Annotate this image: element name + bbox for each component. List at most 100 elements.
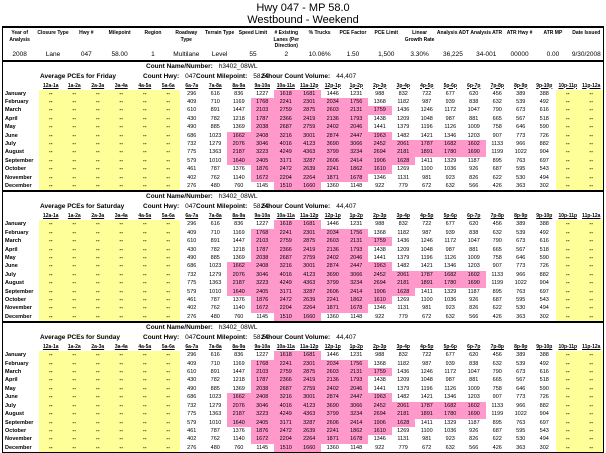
pce-cell-na: -- (556, 426, 580, 436)
pce-cell: 409 (187, 98, 197, 105)
pce-cell: 1690 (462, 410, 486, 419)
count-volume: 24hour Count Volume: 44,407 (261, 72, 356, 82)
pce-cell: 2061 (391, 139, 415, 149)
pce-cell: 687 (492, 297, 502, 304)
time-column-header: 10a-11a (276, 344, 295, 351)
pce-cell-na: -- (109, 148, 133, 157)
pce-cell-na: -- (109, 426, 133, 436)
pce-cell: 1140 (232, 436, 245, 443)
pce-cell-na: -- (133, 123, 157, 132)
pce-cell: 1048 (420, 246, 433, 253)
pce-cell: 2136 (321, 245, 345, 254)
pce-cell: 1690 (462, 148, 486, 157)
pce-cell: 2452 (368, 270, 392, 280)
pce-cell-na: -- (579, 359, 603, 369)
pce-cell: 677 (445, 90, 455, 97)
pce-cell: 4123 (297, 270, 321, 280)
pce-cell: 2301 (297, 97, 321, 107)
pce-cell: 2875 (297, 106, 321, 115)
pce-cell: 1447 (232, 107, 245, 114)
pce-cell-na: -- (133, 181, 157, 191)
pce-cell-na: -- (133, 114, 157, 124)
pce-cell: 480 (210, 313, 220, 320)
pce-cell: 2241 (274, 359, 298, 369)
pce-cell: 2046 (344, 384, 368, 394)
info-value-date-issued: 9/30/2008 (571, 50, 601, 58)
month-column-header (3, 344, 39, 351)
count-volume-label: 24hour Count Volume: (261, 334, 331, 342)
pce-table-friday: 12a-1a 1a-2a 2a-3a 3a-4a 4a-5a 5a-6a 6a-7a 7a-8… (3, 83, 603, 191)
pce-cell-na: -- (109, 165, 133, 174)
pce-cell: 2687 (274, 384, 298, 394)
pce-cell-na: -- (556, 351, 580, 360)
pce-cell: 590 (539, 255, 549, 261)
month-label: August (5, 280, 24, 287)
pce-cell-na: -- (62, 401, 86, 411)
pce-cell: 1446 (326, 90, 339, 97)
pce-cell: 758 (492, 255, 502, 261)
pce-cell-na: -- (556, 173, 580, 182)
pce-cell-na: -- (156, 376, 180, 385)
pce-cell: 1140 (232, 305, 245, 312)
pce-cell: 430 (187, 246, 197, 253)
time-column-header: 9a-10a (254, 344, 271, 351)
pce-cell: 1436 (397, 107, 410, 114)
pce-cell: 1787 (415, 270, 439, 280)
info-value-linear-growth-rate: 3.30% (410, 50, 429, 58)
info-value-atr-hwy: 00000 (510, 50, 529, 58)
pce-cell-na: -- (133, 89, 157, 98)
pce-cell-na: -- (86, 351, 110, 360)
time-column-header: 1p-2p (349, 344, 363, 351)
pce-cell-na: -- (579, 287, 603, 297)
pce-cell: 1862 (344, 165, 368, 174)
pce-cell-na: -- (133, 279, 157, 288)
pce-cell: 673 (516, 238, 526, 245)
pce-cell: 1036 (444, 297, 457, 304)
pce-cell-na: -- (86, 410, 110, 419)
pce-cell: 2204 (274, 435, 298, 444)
pce-cell-na: -- (133, 287, 157, 297)
pce-cell: 2038 (250, 384, 274, 394)
pce-cell: 2447 (344, 393, 368, 402)
pce-cell: 1618 (274, 89, 298, 98)
pce-cell: 2038 (250, 254, 274, 263)
pce-cell: 922 (375, 313, 385, 320)
pce-cell-na: -- (62, 368, 86, 377)
pce-cell-na: -- (556, 359, 580, 369)
pce-cell-na: -- (156, 106, 180, 115)
pce-cell: 672 (422, 444, 432, 451)
pce-cell-na: -- (39, 97, 63, 107)
pce-cell: 2606 (321, 156, 345, 166)
pce-cell-na: -- (109, 220, 133, 229)
pce-cell-na: -- (156, 254, 180, 263)
pce-cell-na: -- (133, 393, 157, 402)
time-header-row: 12a-1a 1a-2a 2a-3a 3a-4a 4a-5a 5a-6a 6a-7a 7a-8… (3, 213, 603, 220)
pce-cell: 2366 (274, 376, 298, 385)
pce-cell-na: -- (156, 435, 180, 444)
pce-cell-na: -- (556, 89, 580, 98)
pce-cell: 518 (539, 377, 549, 384)
pce-cell: 1100 (420, 166, 433, 173)
info-value-speed-limit: 55 (249, 50, 257, 58)
pce-cell: 2366 (274, 114, 298, 124)
pce-cell: 2606 (321, 418, 345, 427)
pce-cell: 907 (492, 263, 502, 270)
pce-cell-na: -- (62, 156, 86, 166)
pce-cell: 832 (398, 352, 408, 359)
pce-cell-na: -- (156, 148, 180, 157)
pce-cell-na: -- (579, 165, 603, 174)
month-label: September (5, 157, 34, 164)
pce-cell: 1871 (321, 173, 345, 182)
pce-cell-na: -- (133, 220, 157, 229)
pce-cell-na: -- (133, 401, 157, 411)
pce-cell: 1756 (344, 359, 368, 369)
time-header-row: 12a-1a 1a-2a 2a-3a 3a-4a 4a-5a 5a-6a 6a-7a 7a-8… (3, 344, 603, 351)
info-label-linear-growth-rate: Linear Growth Rate (404, 30, 435, 43)
pce-cell-na: -- (109, 410, 133, 419)
time-column-header: 5p-6p (443, 82, 457, 89)
pce-row-july: July -- -- -- -- -- -- 732 1279 2076 3046 4016 4123 3… (3, 139, 603, 149)
pce-cell: 2694 (368, 279, 392, 288)
count-name-value: h3402_08WL (218, 193, 258, 201)
info-value-roadway-type: Multilane (173, 50, 200, 58)
pce-cell-na: -- (556, 304, 580, 313)
